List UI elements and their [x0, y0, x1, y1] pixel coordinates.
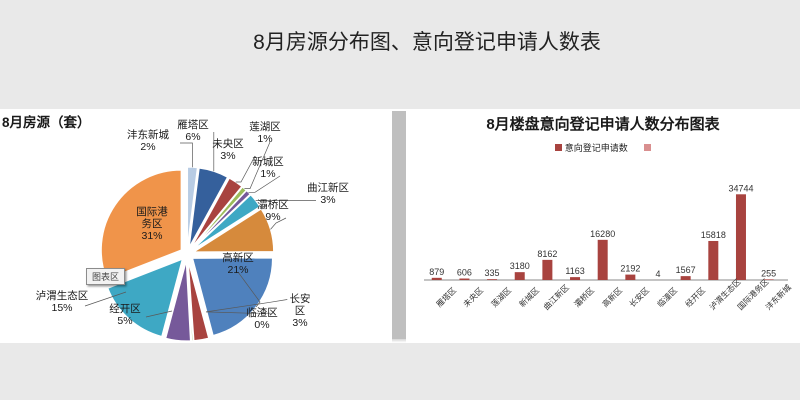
- svg-text:606: 606: [457, 268, 472, 278]
- svg-text:1163: 1163: [565, 266, 584, 276]
- svg-text:15818: 15818: [701, 230, 726, 240]
- svg-text:335: 335: [485, 268, 500, 278]
- svg-text:16280: 16280: [590, 229, 615, 239]
- svg-text:1567: 1567: [676, 265, 696, 275]
- svg-text:8162: 8162: [537, 249, 557, 259]
- svg-text:34744: 34744: [728, 183, 753, 193]
- svg-text:2192: 2192: [620, 264, 640, 274]
- svg-text:4: 4: [656, 269, 661, 279]
- svg-text:3180: 3180: [510, 261, 530, 271]
- svg-text:879: 879: [429, 267, 444, 277]
